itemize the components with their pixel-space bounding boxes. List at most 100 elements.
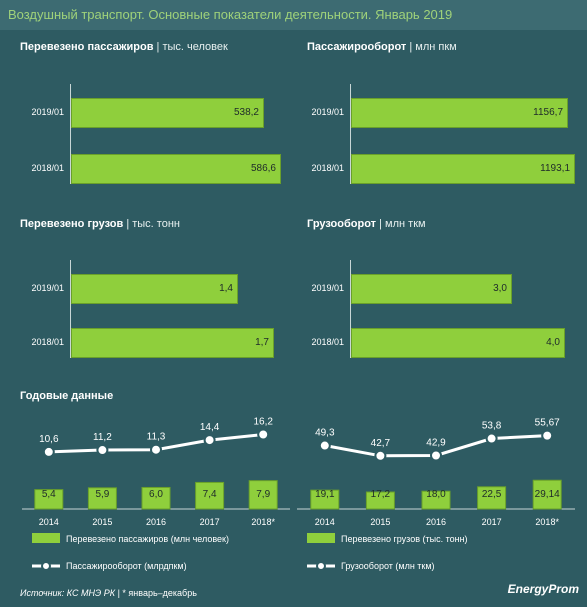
line-point <box>541 429 554 442</box>
annual-bar <box>248 480 278 510</box>
panel-title-text: Перевезено грузов <box>20 218 124 230</box>
year-label: 2017 <box>200 517 220 527</box>
category-label: 2018/01 <box>31 163 64 173</box>
year-label: 2014 <box>315 517 335 527</box>
bar-value: 5,4 <box>42 489 56 500</box>
panel-title-text: Перевезено пассажиров <box>20 41 154 53</box>
panel-title-passenger-turnover: Пассажирооборот | млн пкм <box>307 41 457 53</box>
category-label: 2019/01 <box>31 107 64 117</box>
bar <box>71 328 274 358</box>
annual-bar <box>87 487 117 510</box>
line-value: 42,9 <box>426 437 446 448</box>
bar-value: 18,0 <box>426 489 446 500</box>
line-point <box>42 445 55 458</box>
bar-value: 1,4 <box>219 283 233 294</box>
panel-title-cargo: Перевезено грузов | тыс. тонн <box>20 218 180 230</box>
annual-bar <box>421 490 451 510</box>
energyprom-logo: EnergyProm <box>508 582 579 596</box>
bar-value: 7,4 <box>203 489 217 500</box>
annual-bar <box>34 489 64 510</box>
bar-value: 586,6 <box>250 163 276 174</box>
bar-value: 1193,1 <box>540 163 570 174</box>
legend-bar-swatch <box>32 533 60 543</box>
year-label: 2018* <box>251 517 275 527</box>
footer-source-line: Источник: КС МНЭ РК | * январь–декабрь <box>20 588 197 598</box>
bar-value: 3,0 <box>493 283 507 294</box>
year-label: 2015 <box>92 517 112 527</box>
annual-bar <box>195 481 225 510</box>
legend-bar-swatch <box>307 533 335 543</box>
category-label: 2019/01 <box>311 283 344 293</box>
panel-title-text: Пассажирооборот <box>307 41 407 53</box>
line-point <box>485 432 498 445</box>
bar <box>351 274 512 304</box>
bar-value: 538,2 <box>233 107 259 118</box>
line-point <box>203 434 216 447</box>
line-value: 11,3 <box>147 432 166 443</box>
bar-value: 1156,7 <box>533 107 563 118</box>
bar-value: 29,14 <box>535 489 560 500</box>
year-label: 2015 <box>370 517 390 527</box>
panel-axis <box>350 84 351 184</box>
year-label: 2014 <box>39 517 59 527</box>
line-point <box>318 439 331 452</box>
panel-title-passengers: Перевезено пассажиров | тыс. человек <box>20 41 228 53</box>
panel-axis <box>70 260 71 358</box>
bar <box>351 98 568 128</box>
footer-note: | * январь–декабрь <box>117 588 197 598</box>
line-value: 10,6 <box>39 434 59 445</box>
bar-value: 5,9 <box>95 489 109 500</box>
panel-title-text: Грузооборот <box>307 218 377 230</box>
annual-charts: 5,4 2014 5,9 2015 6,0 2016 7,4 2017 7,9 2018* 10,6… <box>22 416 575 571</box>
panel-title-cargo-turnover: Грузооборот | млн ткм <box>307 218 426 230</box>
logo-text: EnergyProm <box>507 582 579 596</box>
category-label: 2019/01 <box>311 107 344 117</box>
bar-value: 1,7 <box>255 337 269 348</box>
bar <box>71 154 281 184</box>
line-point <box>430 449 442 462</box>
bar-value: 19,1 <box>315 489 335 500</box>
line-point <box>374 449 387 462</box>
panel-axis <box>350 260 351 358</box>
bar-value: 7,9 <box>256 489 270 500</box>
year-label: 2018* <box>535 517 559 527</box>
year-label: 2016 <box>426 517 446 527</box>
year-label: 2017 <box>482 517 502 527</box>
annual-bar <box>141 486 171 510</box>
year-label: 2016 <box>146 517 166 527</box>
line-value: 42,7 <box>371 438 391 449</box>
panel-unit: | тыс. человек <box>156 41 228 53</box>
annual-bar <box>365 491 395 510</box>
bar <box>71 274 238 304</box>
bar-value: 4,0 <box>546 337 560 348</box>
annual-bar <box>310 489 340 510</box>
panel-unit: | млн ткм <box>379 218 426 230</box>
line-value: 14,4 <box>200 422 220 433</box>
bar <box>351 154 575 184</box>
bar <box>351 328 565 358</box>
line-point <box>150 443 162 456</box>
legend-bar-label: Перевезено пассажиров (млн человек) <box>66 534 229 544</box>
line-value: 55,67 <box>535 418 560 429</box>
legend-line-label: Пассажирооборот (млрдпкм) <box>66 561 187 571</box>
line-value: 11,2 <box>93 432 112 443</box>
annual-bar <box>477 486 507 510</box>
legend-bar-label: Перевезено грузов (тыс. тонн) <box>341 534 468 544</box>
category-label: 2018/01 <box>31 337 64 347</box>
page-title: Воздушный транспорт. Основные показатели… <box>8 7 453 22</box>
line-value: 53,8 <box>482 421 502 432</box>
annual-title: Годовые данные <box>20 390 114 402</box>
footer-source: Источник: КС МНЭ РК <box>20 588 116 598</box>
line-value: 49,3 <box>315 428 335 439</box>
legend-line-marker <box>41 561 51 571</box>
panel-unit: | млн пкм <box>409 41 457 53</box>
legend-line-marker <box>316 561 326 571</box>
bar-value: 6,0 <box>149 489 163 500</box>
panel-unit: | тыс. тонн <box>126 218 180 230</box>
annual-bar <box>532 479 562 510</box>
line-point <box>257 428 270 441</box>
category-label: 2018/01 <box>311 163 344 173</box>
line-point <box>96 444 109 457</box>
panel-axis <box>70 84 71 184</box>
